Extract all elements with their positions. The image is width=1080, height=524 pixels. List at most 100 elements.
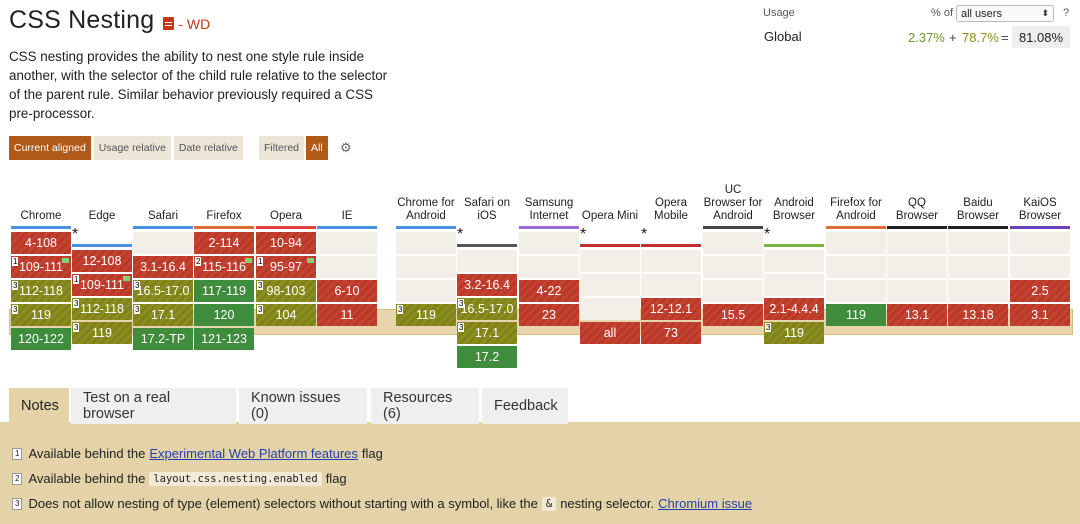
version-cell[interactable]: 10-94 [256, 232, 316, 254]
version-cell[interactable]: 13.18 [948, 304, 1008, 326]
version-cell[interactable]: 17.2-TP [133, 328, 193, 350]
view-usage-relative[interactable]: Usage relative [93, 136, 171, 160]
users-select[interactable]: all users ⬍ [956, 5, 1054, 22]
version-cell[interactable]: 119 [826, 304, 886, 326]
view-current-aligned[interactable]: Current aligned [9, 136, 91, 160]
view-date-relative[interactable]: Date relative [173, 136, 243, 160]
version-cell[interactable]: 2-114 [194, 232, 254, 254]
version-label: 10-94 [270, 236, 302, 250]
version-cell[interactable]: 16.5-17.0 3 [133, 280, 193, 302]
version-cell[interactable]: 115-116 2 [194, 256, 254, 278]
version-cell [887, 328, 947, 350]
note-number: 1 [12, 447, 23, 460]
filter-all[interactable]: All [306, 136, 328, 160]
filter-label[interactable]: Filtered [259, 136, 305, 160]
version-label: 4-108 [25, 236, 57, 250]
tab-known-issues[interactable]: Known issues (0) [239, 388, 367, 424]
browser-color-bar [580, 244, 640, 247]
title-row: CSS Nesting - WD [9, 6, 210, 35]
version-cell[interactable]: 17.1 3 [133, 304, 193, 326]
version-cell[interactable]: 119 3 [396, 304, 456, 326]
version-cell[interactable]: 119 3 [764, 322, 824, 344]
version-label: 119 [846, 308, 866, 322]
note-marker: 3 [134, 305, 141, 314]
usage-label: Usage [763, 7, 795, 19]
version-cell[interactable]: 112-118 3 [11, 280, 71, 302]
version-cell [519, 328, 579, 350]
version-cell[interactable]: 120 [194, 304, 254, 326]
note-text: Available behind the [28, 446, 146, 461]
flag-code: layout.css.nesting.enabled [149, 471, 322, 486]
version-cell[interactable]: 2.1-4.4.4 [764, 298, 824, 320]
view-toggle: Current aligned Usage relative Date rela… [9, 136, 246, 160]
version-label: 3.1-16.4 [140, 260, 186, 274]
browser-name: Opera [270, 210, 302, 222]
version-label: 2.5 [1031, 284, 1049, 298]
tab-feedback[interactable]: Feedback [482, 388, 568, 424]
version-cell [826, 232, 886, 254]
version-label: 115-116 [201, 260, 247, 274]
version-cell[interactable]: 3.1-16.4 [133, 256, 193, 278]
version-cell[interactable]: 11 [317, 304, 377, 326]
version-cell[interactable]: 4-108 [11, 232, 71, 254]
version-cell[interactable]: 16.5-17.0 3 [457, 298, 517, 320]
tab-resources[interactable]: Resources (6) [371, 388, 479, 424]
note-1: 1 Available behind the Experimental Web … [12, 446, 383, 461]
version-cell[interactable]: 23 [519, 304, 579, 326]
version-cell [457, 250, 517, 272]
version-cell[interactable]: 98-103 3 [256, 280, 316, 302]
page-title: CSS Nesting [9, 6, 155, 34]
tab-test-real-browser[interactable]: Test on a real browser [71, 388, 236, 424]
version-cell[interactable]: 17.1 3 [457, 322, 517, 344]
version-cell[interactable]: 119 3 [72, 322, 132, 344]
version-label: 95-97 [270, 260, 302, 274]
help-link[interactable]: ? [1063, 7, 1070, 19]
version-label: 4-22 [536, 284, 562, 298]
browser-name: UC Browser for Android [703, 184, 763, 222]
note-2: 2 Available behind the layout.css.nestin… [12, 471, 347, 486]
version-cell [641, 274, 701, 296]
note-marker: 3 [397, 305, 404, 314]
gear-icon[interactable]: ⚙ [340, 140, 352, 155]
browser-column: KaiOS Browser 2.5 3.1 [1010, 168, 1070, 352]
version-cell[interactable]: 12-12.1 [641, 298, 701, 320]
version-cell[interactable]: 109-111 1 [72, 274, 132, 296]
version-cell[interactable]: 3.1 [1010, 304, 1070, 326]
version-cell[interactable]: 12-108 [72, 250, 132, 272]
spec-status[interactable]: - WD [163, 16, 210, 32]
browser-color-bar [256, 226, 316, 229]
version-cell[interactable]: 3.2-16.4 [457, 274, 517, 296]
version-cell[interactable]: 109-111 1 [11, 256, 71, 278]
version-cell[interactable]: 117-119 [194, 280, 254, 302]
version-cell[interactable]: 120-122 [11, 328, 71, 350]
note-marker: 3 [73, 323, 80, 332]
version-cell[interactable]: 95-97 1 [256, 256, 316, 278]
version-cell [948, 280, 1008, 302]
version-cell[interactable]: 2.5 [1010, 280, 1070, 302]
version-cell[interactable]: 13.1 [887, 304, 947, 326]
version-cell [1010, 328, 1070, 350]
version-cell [826, 280, 886, 302]
version-cell[interactable]: 17.2 [457, 346, 517, 368]
version-label: 112-118 [79, 302, 125, 316]
version-label: 17.2 [474, 350, 500, 364]
version-cell[interactable]: 4-22 [519, 280, 579, 302]
note-marker: 3 [257, 305, 264, 314]
tab-notes[interactable]: Notes [9, 388, 69, 424]
version-cell[interactable]: 6-10 [317, 280, 377, 302]
version-cell[interactable]: 104 3 [256, 304, 316, 326]
note-3: 3 Does not allow nesting of type (elemen… [12, 496, 756, 511]
version-cell[interactable]: 119 3 [11, 304, 71, 326]
chromium-issue-link[interactable]: Chromium issue [658, 496, 753, 511]
browser-name: Android Browser [772, 197, 816, 222]
version-cell[interactable]: 121-123 [194, 328, 254, 350]
version-cell[interactable]: 15.5 [703, 304, 763, 326]
updown-icon: ⬍ [1041, 8, 1049, 18]
version-cell [580, 250, 640, 272]
version-cell [72, 346, 132, 368]
version-cell[interactable]: 73 [641, 322, 701, 344]
version-cell[interactable]: 112-118 3 [72, 298, 132, 320]
filter-toggle: Filtered All [259, 136, 330, 160]
experimental-features-link[interactable]: Experimental Web Platform features [149, 446, 358, 461]
version-cell[interactable]: all [580, 322, 640, 344]
